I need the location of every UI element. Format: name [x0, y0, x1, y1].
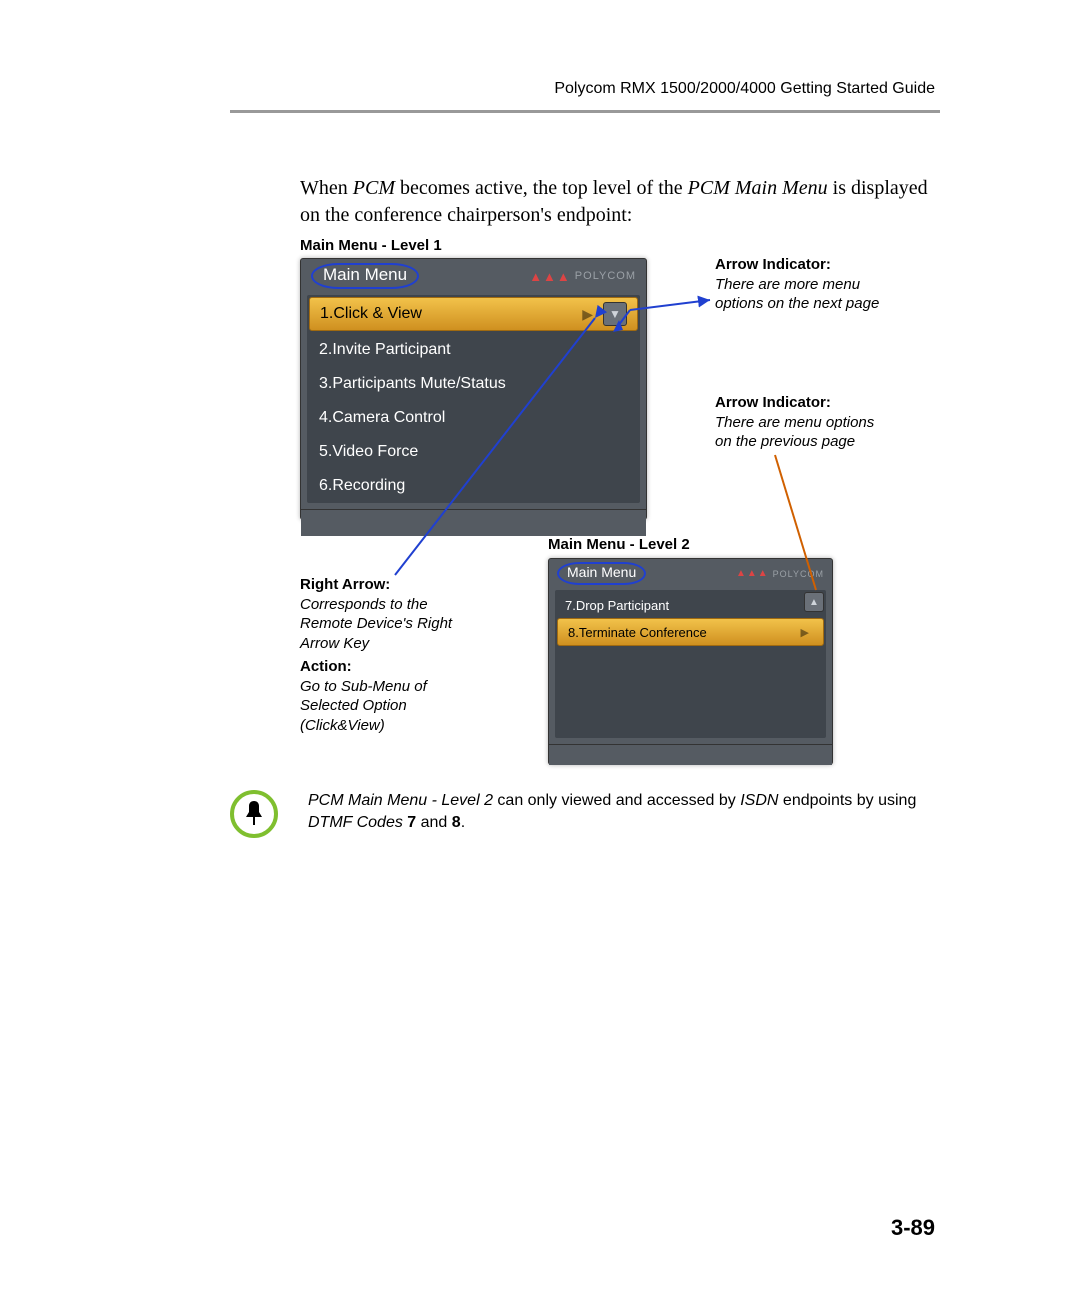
- menu1-item-2[interactable]: 2.Invite Participant: [307, 333, 640, 367]
- polycom-logo-2: ▲▲▲ POLYCOM: [736, 568, 824, 579]
- note-h: 8: [452, 814, 461, 831]
- scroll-up-icon[interactable]: ▲: [804, 592, 824, 612]
- right-arrow-icon: ▶: [582, 306, 593, 323]
- menu1-item-5[interactable]: 5.Video Force: [307, 435, 640, 469]
- note-pin-icon: [230, 790, 278, 838]
- menu1-item-1-label: 1.Click & View: [320, 305, 422, 323]
- menu1-item-4-label: 4.Camera Control: [319, 409, 445, 427]
- note-text: PCM Main Menu - Level 2 can only viewed …: [308, 790, 938, 833]
- menu1-title-circle: Main Menu: [311, 263, 419, 289]
- note-c: ISDN: [740, 792, 778, 809]
- callout-action-text: Go to Sub-Menu of Selected Option (Click…: [300, 677, 470, 736]
- note-row: PCM Main Menu - Level 2 can only viewed …: [230, 790, 938, 838]
- callout-right-arrow: Right Arrow: Corresponds to the Remote D…: [300, 575, 470, 735]
- menu2-title: Main Menu: [567, 564, 636, 580]
- page-number: 3-89: [891, 1215, 935, 1241]
- menu1-title: Main Menu: [323, 265, 407, 284]
- menu1-item-4[interactable]: 4.Camera Control: [307, 401, 640, 435]
- note-i: .: [461, 814, 465, 831]
- callout-action-title: Action:: [300, 657, 470, 677]
- callout-up-title: Arrow Indicator:: [715, 393, 885, 413]
- note-a: PCM Main Menu - Level 2: [308, 792, 493, 809]
- scroll-down-icon[interactable]: ▼: [603, 302, 627, 326]
- menu1-bottom-bar: [301, 509, 646, 536]
- callout-ra-title: Right Arrow:: [300, 575, 470, 595]
- note-b: can only viewed and accessed by: [493, 792, 740, 809]
- menu1-header: Main Menu ▲▲▲ POLYCOM: [301, 259, 646, 291]
- menu1-item-5-label: 5.Video Force: [319, 443, 418, 461]
- level1-label: Main Menu - Level 1: [300, 237, 442, 254]
- level2-label: Main Menu - Level 2: [548, 536, 690, 553]
- polycom-text: POLYCOM: [575, 270, 636, 282]
- callout-up-text: There are menu options on the previous p…: [715, 413, 885, 452]
- callout-down-text: There are more menu options on the next …: [715, 275, 885, 314]
- note-d: endpoints by using: [778, 792, 916, 809]
- menu1-item-3-label: 3.Participants Mute/Status: [319, 375, 506, 393]
- polycom-logo: ▲▲▲ POLYCOM: [529, 269, 636, 284]
- polycom-text-2: POLYCOM: [773, 569, 824, 579]
- menu2-item-1[interactable]: 7.Drop Participant: [555, 592, 804, 618]
- menu2-bottom-bar: [549, 744, 832, 765]
- menu1-item-3[interactable]: 3.Participants Mute/Status: [307, 367, 640, 401]
- menu1-body: 1.Click & View ▶ ▼ 2.Invite Participant …: [307, 295, 640, 503]
- menu-level1-panel: Main Menu ▲▲▲ POLYCOM 1.Click & View ▶ ▼…: [300, 258, 647, 520]
- callout-arrow-up: Arrow Indicator: There are menu options …: [715, 393, 885, 452]
- callout-arrow-down: Arrow Indicator: There are more menu opt…: [715, 255, 885, 314]
- note-e: DTMF Codes: [308, 814, 403, 831]
- menu2-body: 7.Drop Participant ▲ 8.Terminate Confere…: [555, 590, 826, 738]
- menu1-item-1[interactable]: 1.Click & View ▶ ▼: [309, 297, 638, 331]
- header-rule: [230, 110, 940, 113]
- document-page: Polycom RMX 1500/2000/4000 Getting Start…: [0, 0, 1080, 1306]
- note-g: and: [416, 814, 452, 831]
- menu2-header: Main Menu ▲▲▲ POLYCOM: [549, 559, 832, 586]
- intro-text-c: becomes active, the top level of the: [395, 177, 688, 199]
- menu-level2-panel: Main Menu ▲▲▲ POLYCOM 7.Drop Participant…: [548, 558, 833, 765]
- menu2-title-circle: Main Menu: [557, 562, 646, 585]
- intro-text-d: PCM Main Menu: [688, 177, 828, 199]
- intro-text-b: PCM: [353, 177, 395, 199]
- menu2-item-1-label: 7.Drop Participant: [565, 598, 669, 613]
- header-doc-title: Polycom RMX 1500/2000/4000 Getting Start…: [554, 80, 935, 98]
- note-f: 7: [403, 814, 416, 831]
- menu2-item-2-label: 8.Terminate Conference: [568, 625, 707, 640]
- menu1-item-6[interactable]: 6.Recording: [307, 469, 640, 503]
- intro-paragraph: When PCM becomes active, the top level o…: [300, 175, 930, 229]
- menu1-item-6-label: 6.Recording: [319, 477, 405, 495]
- callout-down-title: Arrow Indicator:: [715, 255, 885, 275]
- polycom-triangles-icon: ▲▲▲: [529, 269, 571, 284]
- menu2-item-2[interactable]: 8.Terminate Conference ▶: [557, 618, 824, 646]
- menu1-item-2-label: 2.Invite Participant: [319, 341, 451, 359]
- callout-ra-text: Corresponds to the Remote Device's Right…: [300, 595, 470, 654]
- polycom-triangles-icon-2: ▲▲▲: [736, 568, 769, 579]
- intro-text-a: When: [300, 177, 353, 199]
- right-arrow-icon-2: ▶: [801, 626, 809, 639]
